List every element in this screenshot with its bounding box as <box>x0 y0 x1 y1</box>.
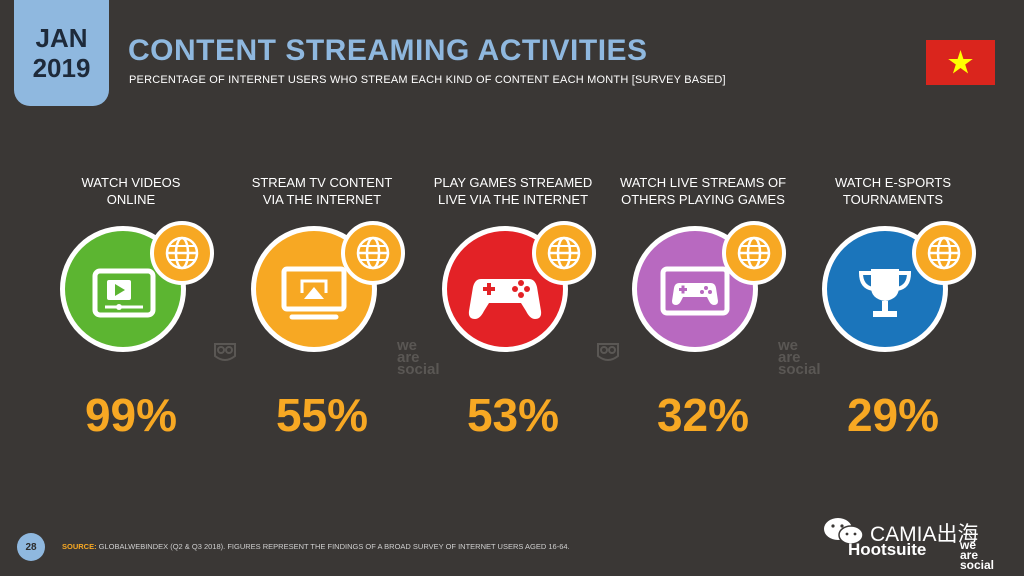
globe-icon <box>150 221 214 285</box>
we-are-social-watermark: we are social <box>397 337 440 378</box>
tv-cast-icon <box>281 266 347 320</box>
item-label-watch-videos: WATCH VIDEOS ONLINE <box>81 175 181 207</box>
owl-watermark-icon <box>214 343 236 361</box>
globe-icon <box>722 221 786 285</box>
vietnam-flag-icon <box>926 40 995 85</box>
item-label-stream-tv: STREAM TV CONTENT VIA THE INTERNET <box>251 175 393 207</box>
item-value-watch-videos: 99% <box>84 389 178 441</box>
item-value-stream-tv: 55% <box>275 389 369 441</box>
globe-icon <box>532 221 596 285</box>
we-are-social-logo: we are social <box>960 538 995 572</box>
date-year: 2019 <box>32 53 91 83</box>
gamepad-icon <box>468 279 542 319</box>
globe-icon <box>341 221 405 285</box>
page-subtitle: PERCENTAGE OF INTERNET USERS WHO STREAM … <box>129 74 726 86</box>
globe-icon <box>912 221 976 285</box>
page-title: CONTENT STREAMING ACTIVITIES <box>128 34 648 67</box>
owl-watermark-icon <box>597 343 619 361</box>
we-are-social-watermark: we are social <box>778 337 821 378</box>
item-value-watch-live-streams: 32% <box>656 389 750 441</box>
item-label-play-games: PLAY GAMES STREAMED LIVE VIA THE INTERNE… <box>433 175 593 207</box>
source-label: SOURCE: <box>62 542 97 551</box>
item-label-esports: WATCH E-SPORTS TOURNAMENTS <box>834 175 952 207</box>
source-note: SOURCE: GLOBALWEBINDEX (Q2 & Q3 2018). F… <box>62 542 570 551</box>
item-value-esports: 29% <box>846 389 940 441</box>
page-number: 28 <box>17 533 45 561</box>
branding: CAMIA出海 Hootsuite we are social <box>820 510 1020 572</box>
source-text: GLOBALWEBINDEX (Q2 & Q3 2018). FIGURES R… <box>96 542 570 551</box>
date-month: JAN <box>35 23 88 53</box>
gamepad-screen-icon <box>660 266 730 316</box>
item-value-play-games: 53% <box>466 389 560 441</box>
wechat-icon <box>824 518 864 545</box>
camia-brand: CAMIA出海 <box>870 523 979 546</box>
date-badge: JAN 2019 <box>14 0 109 106</box>
trophy-icon <box>858 269 912 317</box>
item-circle-stream-tv <box>251 226 377 352</box>
item-label-watch-live-streams: WATCH LIVE STREAMS OF OTHERS PLAYING GAM… <box>619 175 787 207</box>
hootsuite-logo: Hootsuite <box>848 540 927 559</box>
video-player-icon <box>92 268 156 318</box>
